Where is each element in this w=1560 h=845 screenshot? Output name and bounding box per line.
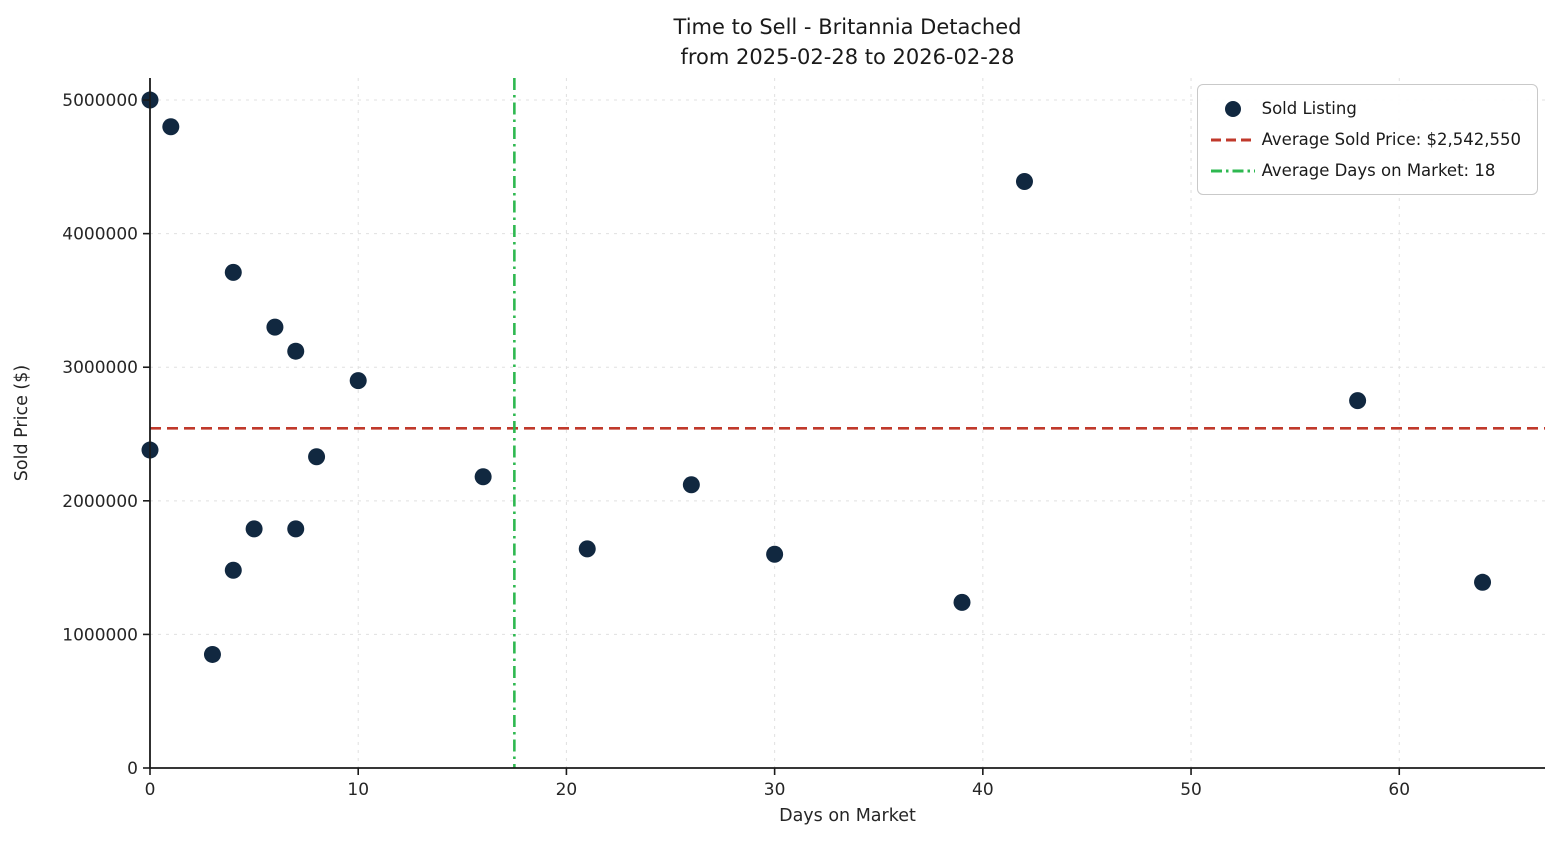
scatter-point [1015,173,1033,191]
chart-title-line2: from 2025-02-28 to 2026-02-28 [680,45,1015,69]
scatter-point [203,645,221,663]
legend-item-average-days-on-market: Average Days on Market: 18 [1210,155,1521,186]
legend-label-average-sold-price: Average Sold Price: $2,542,550 [1261,130,1521,149]
y-tick-label: 5000000 [62,91,138,111]
scatter-point [766,545,784,563]
legend-label-sold-listing: Sold Listing [1261,99,1357,118]
x-tick-label: 60 [1388,780,1410,800]
chart-title: Time to Sell - Britannia Detached from 2… [150,12,1545,72]
y-tick-label: 2000000 [62,492,138,512]
y-tick-label: 0 [127,759,138,779]
legend-item-sold-listing: Sold Listing [1210,93,1521,124]
y-tick-label: 1000000 [62,625,138,645]
sold-listing-marker-icon [1210,100,1256,117]
chart-title-line1: Time to Sell - Britannia Detached [673,15,1022,39]
x-tick-label: 10 [347,780,369,800]
scatter-point [224,561,242,579]
scatter-point [1349,392,1367,410]
y-axis-label: Sold Price ($) [12,364,32,482]
x-tick-label: 50 [1180,780,1202,800]
scatter-point [162,118,180,136]
x-axis-label: Days on Market [779,806,916,826]
scatter-point [1474,573,1492,591]
legend-item-average-sold-price: Average Sold Price: $2,542,550 [1210,124,1521,155]
scatter-point [349,372,367,390]
scatter-point [578,540,596,558]
x-tick-label: 40 [972,780,994,800]
x-tick-label: 30 [764,780,786,800]
scatter-point [245,520,263,538]
y-tick-label: 3000000 [62,358,138,378]
scatter-point [474,468,492,486]
scatter-point [266,318,284,336]
avg-sold-price-line-icon [1210,137,1256,143]
scatter-point [308,448,326,466]
legend: Sold Listing Average Sold Price: $2,542,… [1196,84,1538,195]
avg-days-line-icon [1210,168,1256,174]
scatter-point [287,520,305,538]
legend-label-average-days-on-market: Average Days on Market: 18 [1261,161,1496,180]
scatter-point [287,342,305,360]
scatter-point [953,593,971,611]
scatter-point [682,476,700,494]
x-tick-label: 0 [145,780,156,800]
scatter-point [224,263,242,281]
y-tick-label: 4000000 [62,225,138,245]
x-tick-label: 20 [556,780,578,800]
